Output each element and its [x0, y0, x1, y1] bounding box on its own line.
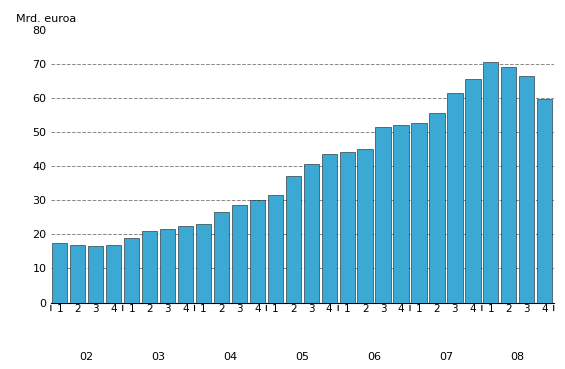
- Bar: [537, 100, 553, 303]
- Text: 06: 06: [367, 352, 381, 362]
- Bar: [555, 108, 565, 303]
- Bar: [429, 113, 445, 303]
- Bar: [286, 176, 301, 303]
- Text: Mrd. euroa: Mrd. euroa: [16, 14, 76, 24]
- Bar: [321, 154, 337, 303]
- Bar: [178, 226, 193, 303]
- Bar: [232, 205, 247, 303]
- Bar: [483, 62, 498, 303]
- Bar: [340, 152, 355, 303]
- Text: 03: 03: [151, 352, 166, 362]
- Bar: [501, 67, 516, 303]
- Bar: [268, 195, 283, 303]
- Text: 07: 07: [439, 352, 453, 362]
- Text: 08: 08: [511, 352, 525, 362]
- Text: 04: 04: [223, 352, 237, 362]
- Bar: [214, 212, 229, 303]
- Bar: [411, 123, 427, 303]
- Text: 05: 05: [295, 352, 309, 362]
- Bar: [196, 224, 211, 303]
- Bar: [376, 127, 391, 303]
- Bar: [142, 231, 157, 303]
- Bar: [393, 125, 408, 303]
- Bar: [303, 164, 319, 303]
- Bar: [358, 149, 373, 303]
- Bar: [124, 238, 140, 303]
- Text: 02: 02: [80, 352, 94, 362]
- Bar: [70, 245, 85, 303]
- Bar: [447, 93, 463, 303]
- Bar: [160, 229, 175, 303]
- Bar: [519, 76, 534, 303]
- Bar: [465, 79, 480, 303]
- Bar: [106, 245, 121, 303]
- Bar: [88, 246, 103, 303]
- Bar: [52, 243, 67, 303]
- Bar: [250, 200, 265, 303]
